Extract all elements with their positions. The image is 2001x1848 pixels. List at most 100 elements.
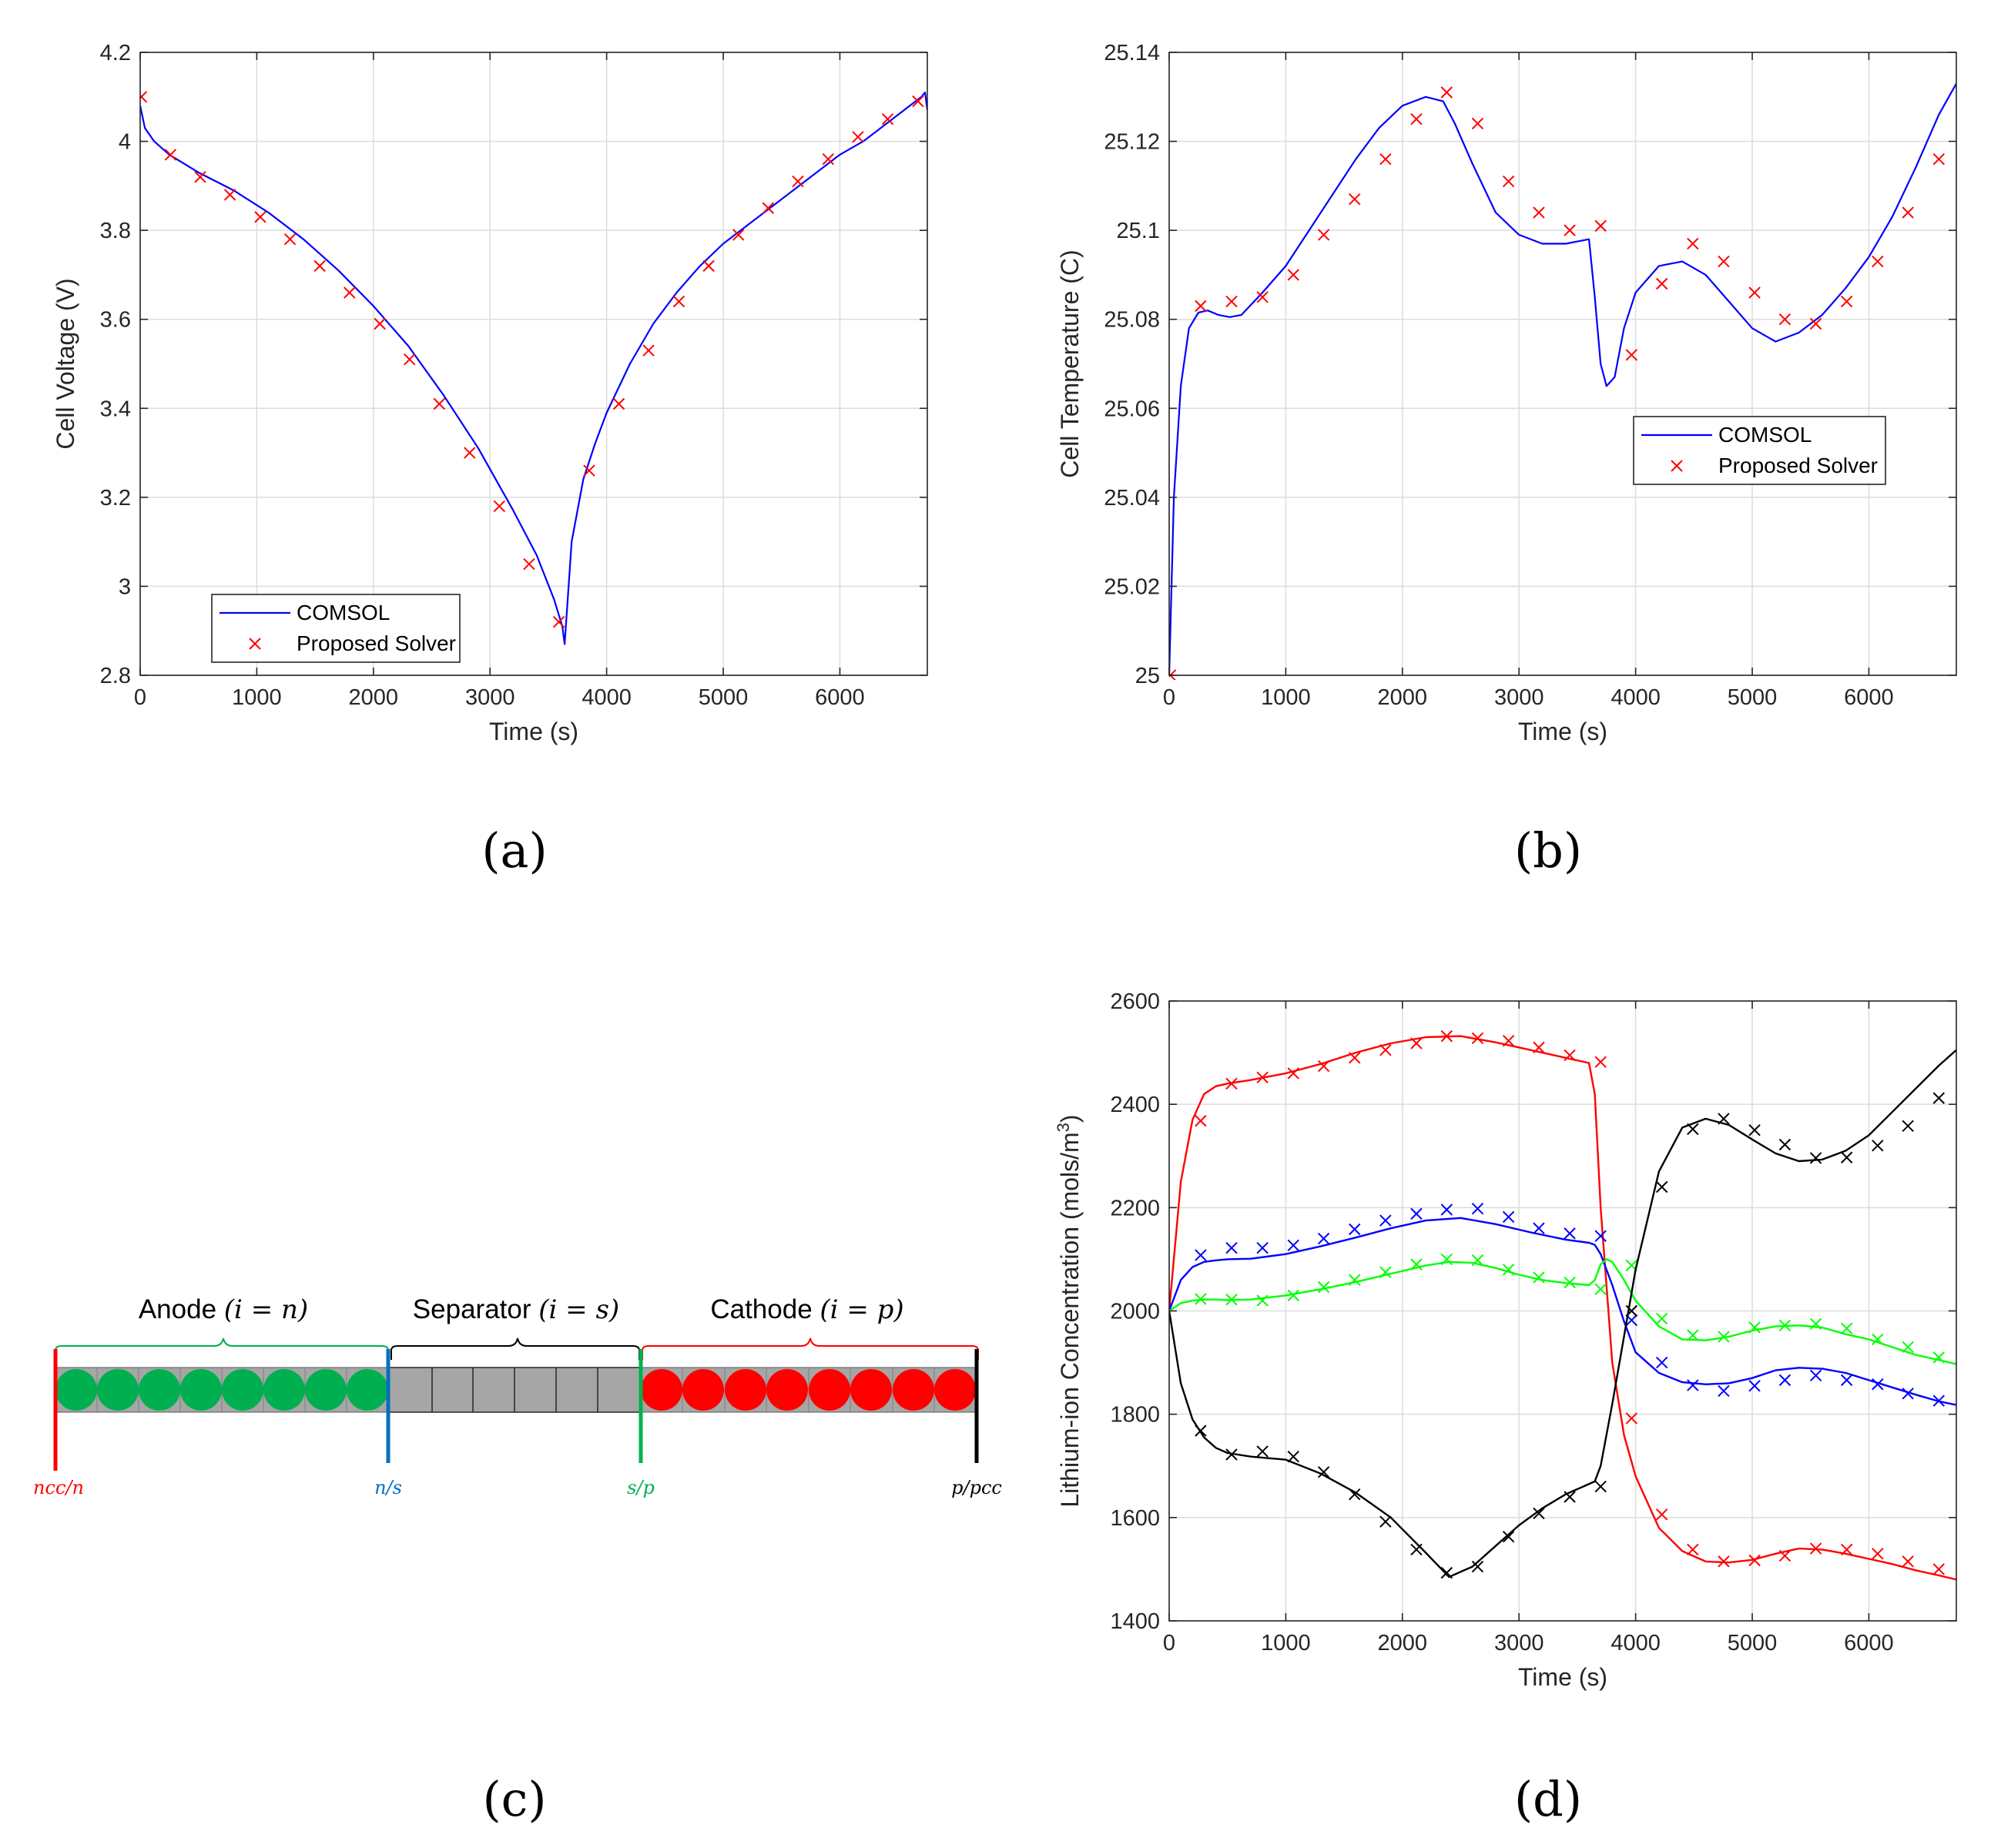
data-marker [1256,291,1269,303]
data-marker [1471,1254,1484,1267]
data-marker [1594,1480,1607,1493]
legend-marker-swatch [249,638,261,650]
data-marker [1594,1056,1607,1068]
data-marker [254,211,266,223]
y-tick-label: 25 [1135,664,1160,688]
cathode-brace [642,1337,979,1360]
y-axis-label-close: ) [1056,1114,1084,1123]
y-axis-label-main: Cell Voltage (V) [52,278,79,449]
data-marker [1379,1044,1392,1056]
data-marker [1533,206,1545,219]
ticks [139,52,927,676]
x-tick-label: 5000 [1728,685,1778,710]
data-marker [1748,1554,1761,1567]
cathode-particle [682,1369,724,1411]
legend-label-comsol: COMSOL [1718,423,1812,447]
data-marker [1410,112,1423,126]
anode-particle [55,1369,97,1411]
y-axis-label: Cell Voltage (V) [52,278,79,449]
data-marker [1256,1071,1269,1083]
data-marker [1287,1239,1299,1252]
separator-region [387,1367,642,1413]
data-marker [1687,237,1699,250]
separator-brace [390,1337,640,1360]
data-marker [583,464,595,477]
data-marker [1872,1378,1884,1391]
cathode-particle [893,1369,934,1411]
data-marker [1902,1555,1914,1568]
x-tick-label: 6000 [1844,1631,1894,1656]
data-marker [1748,1380,1761,1392]
legend-label-proposed-solver: Proposed Solver [297,631,456,655]
anode-particle [305,1369,347,1411]
data-marker [1840,1151,1853,1163]
data-marker [1687,1543,1699,1556]
data-marker [1687,1379,1699,1391]
data-marker [404,353,416,366]
panel-label-a: (a) [481,822,547,879]
data-marker [374,317,386,330]
data-marker [1655,1312,1668,1325]
data-marker [1440,1204,1453,1216]
data-marker [1718,255,1730,268]
data-marker [1748,1321,1761,1334]
data-marker [1195,1114,1207,1127]
data-marker [1379,1266,1392,1278]
data-marker [1410,1037,1423,1050]
legend-label-comsol: COMSOL [297,601,390,624]
data-marker [1840,1322,1853,1335]
series-markers-black [1195,1092,1945,1579]
data-marker [313,259,326,273]
data-marker [1625,349,1638,361]
data-marker [1564,224,1576,236]
y-tick-label: 3.6 [100,308,131,333]
data-marker [1564,1276,1576,1289]
y-tick-label: 3.4 [100,397,131,421]
data-marker [1256,1241,1269,1254]
panel-label-d: (d) [1514,1771,1582,1827]
series-group [1169,1029,1956,1581]
x-tick-label: 2000 [1378,685,1428,710]
x-tick-label: 6000 [815,685,865,710]
data-marker [433,397,446,410]
anode-particle [263,1369,305,1411]
data-marker [1502,1210,1515,1224]
data-marker [1471,117,1484,130]
data-marker [1349,1488,1361,1501]
axes-box [139,52,928,676]
data-marker [1287,1450,1299,1463]
data-marker [1748,286,1761,299]
data-marker [1778,313,1792,326]
cathode-particle [725,1369,766,1411]
data-marker [1471,1560,1484,1573]
data-marker [1502,175,1515,188]
data-marker [912,95,924,108]
interface-label-p-pcc: p/pcc [951,1477,1002,1498]
data-marker [1410,1258,1423,1270]
series-line-blue [1169,1217,1956,1406]
data-marker [1533,1222,1545,1234]
data-marker [1440,1253,1453,1266]
data-marker [1718,1113,1730,1125]
data-marker [1440,86,1453,99]
chart-a-cell-voltage: 0 1000 2000 3000 4000 5000 6000 2.8 3 3.2 3.4 3.6 3.… [52,41,928,745]
data-marker [1655,277,1668,290]
y-axis-label-main: Lithium-ion Concentration (mols/m [1056,1132,1084,1507]
ticks [1168,1000,1956,1622]
x-axis-label: Time (s) [1518,718,1607,745]
data-marker [852,131,864,143]
ticks [1168,52,1956,676]
anode-particle [97,1369,139,1411]
y-tick-label: 2000 [1110,1300,1160,1324]
cathode-particle [641,1369,682,1411]
data-marker [1256,1294,1269,1307]
x-tick-label: 2000 [1378,1631,1428,1656]
x-axis-label: Time (s) [1518,1663,1607,1691]
series-group [1169,82,1956,680]
data-marker [1502,1034,1515,1047]
interface-label-n-s: n/s [374,1477,402,1498]
data-marker [1195,1249,1207,1261]
data-marker [1349,192,1361,206]
data-marker [881,112,894,126]
